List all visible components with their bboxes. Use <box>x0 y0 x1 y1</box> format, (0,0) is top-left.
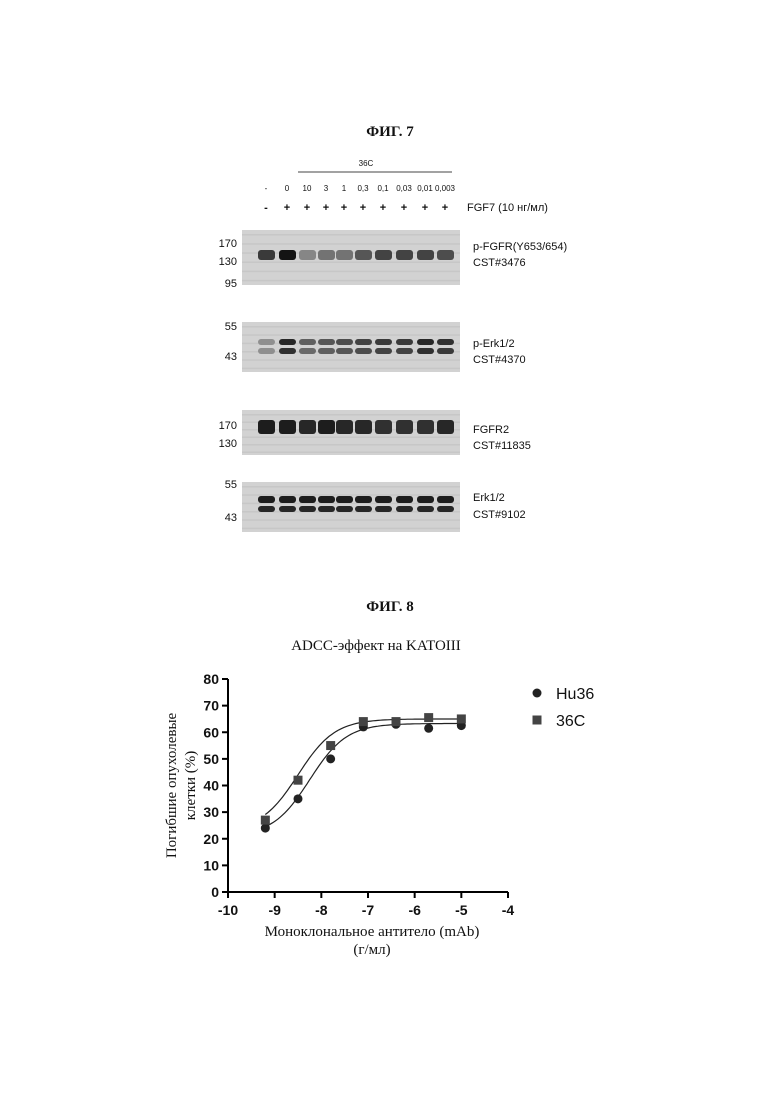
y-tick-label: 50 <box>203 751 219 767</box>
legend-marker <box>533 689 542 698</box>
legend-label: 36C <box>556 713 585 730</box>
x-tick-label: -9 <box>268 902 281 918</box>
fit-curve-hu36 <box>265 724 461 827</box>
data-point-36c <box>457 714 466 723</box>
x-tick-label: -4 <box>502 902 515 918</box>
x-tick-label: -6 <box>408 902 421 918</box>
data-point-36c <box>424 713 433 722</box>
y-tick-label: 20 <box>203 831 219 847</box>
data-point-36c <box>326 741 335 750</box>
x-tick-label: -7 <box>362 902 375 918</box>
data-point-36c <box>294 776 303 785</box>
data-point-hu36 <box>326 754 335 763</box>
legend-marker <box>533 716 542 725</box>
y-tick-label: 0 <box>211 884 219 900</box>
y-tick-label: 40 <box>203 778 219 794</box>
x-tick-label: -10 <box>218 902 238 918</box>
legend-label: Hu36 <box>556 686 594 703</box>
y-tick-label: 70 <box>203 698 219 714</box>
y-tick-label: 10 <box>203 857 219 873</box>
x-tick-label: -8 <box>315 902 328 918</box>
x-axis-label-line1: Моноклональное антитело (mAb) <box>265 924 480 940</box>
y-axis-label-line2: клетки (%) <box>183 751 199 821</box>
x-axis-label-line2: (г/мл) <box>353 942 390 958</box>
data-point-hu36 <box>294 794 303 803</box>
x-tick-label: -5 <box>455 902 468 918</box>
y-tick-label: 60 <box>203 724 219 740</box>
y-axis-label-line1: Погибшие опухолевые <box>164 712 180 858</box>
data-point-36c <box>261 816 270 825</box>
data-point-hu36 <box>424 724 433 733</box>
data-point-hu36 <box>261 824 270 833</box>
chart-title: ADCC-эффект на KATOIII <box>291 638 461 654</box>
data-point-36c <box>359 717 368 726</box>
data-point-36c <box>392 717 401 726</box>
y-tick-label: 30 <box>203 804 219 820</box>
y-tick-label: 80 <box>203 671 219 687</box>
